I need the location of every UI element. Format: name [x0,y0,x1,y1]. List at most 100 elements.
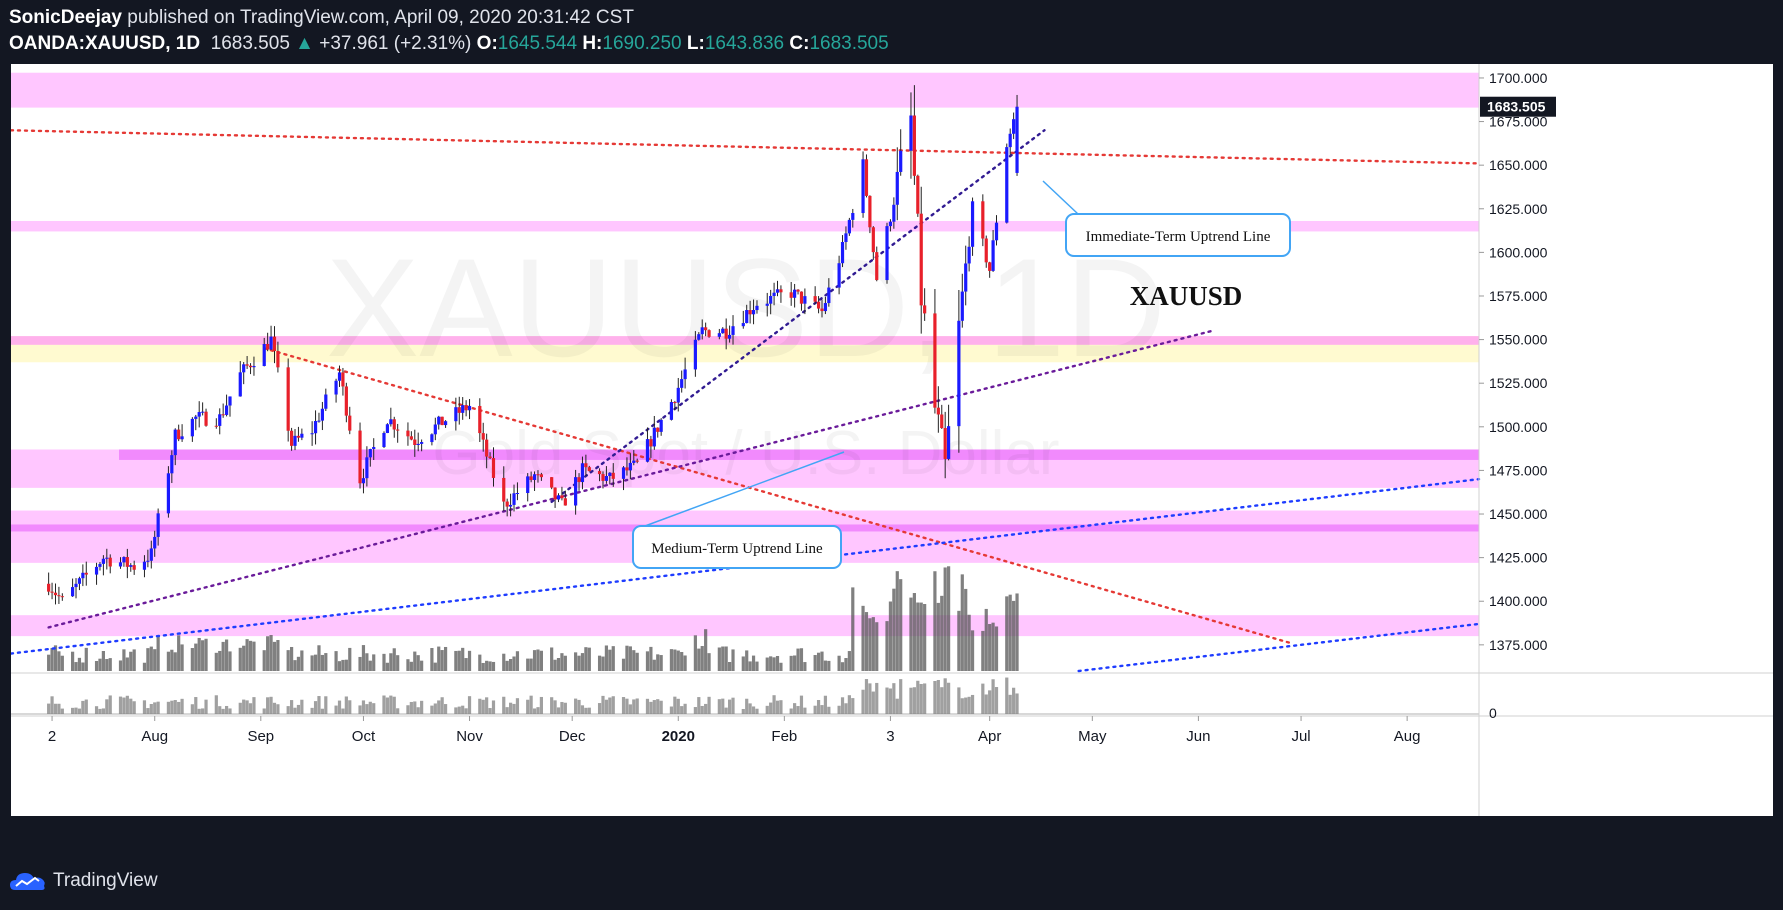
volume-bar [313,654,318,671]
volume-bar [536,649,540,671]
oscillator-bar [204,699,208,714]
volume-bar [118,660,123,671]
volume-bar [385,662,390,671]
immediate-uptrend-callout-pointer [1042,180,1079,215]
callouts: Immediate-Term Uptrend Line Medium-Term U… [632,180,1291,569]
volume-bar [751,655,756,671]
tradingview-logo[interactable]: TradingView [9,870,158,892]
open-label: O: [476,33,498,54]
oscillator-bar [779,700,783,714]
candle-body [608,472,612,477]
oscillator-bar [310,707,314,714]
candle-body [53,592,58,596]
low-value: 1643.836 [704,33,785,54]
volume-bar [443,646,448,671]
candle-body [628,462,632,471]
oscillator-bar [895,698,899,714]
oscillator-bar [574,698,578,714]
x-tick-label: May [1078,728,1107,745]
oscillator-bar [454,707,458,714]
candle-body [142,561,147,570]
candle-body [923,305,927,314]
volume-bar [837,655,841,671]
symbol-label[interactable]: OANDA:XAUUSD, 1D [9,33,201,54]
candle-body [406,430,410,437]
author-name[interactable]: SonicDeejay [9,7,122,28]
oscillator-bar [358,705,362,714]
volume-bars [47,566,1019,671]
volume-bar [840,662,845,671]
volume-bar [584,647,588,671]
oscillator-bar [84,699,88,714]
candle-body [515,493,520,495]
candle-body [242,364,246,373]
candle-body [146,560,150,562]
chart-panel[interactable]: XAUUSD, 1D Gold Spot / U.S. Dollar Immedi… [11,64,1773,816]
oscillator-bar [60,708,64,714]
x-tick-label: Feb [771,728,797,745]
oscillator-bar [796,706,800,714]
volume-bar [457,650,461,671]
volume-bar [621,658,626,671]
oscillator-bar [892,683,896,714]
candle-body [1015,106,1019,173]
candle-body [382,432,386,448]
close-label: C: [789,33,810,54]
volume-bar [628,646,632,671]
x-tick-label: Dec [559,728,586,745]
y-tick-label: 1450.000 [1489,506,1548,522]
volume-bar [868,618,872,671]
price-chart[interactable]: XAUUSD, 1D Gold Spot / U.S. Dollar Immedi… [11,64,1773,816]
candle-body [693,339,697,370]
volume-bar [101,651,105,671]
volume-bar [820,651,824,671]
candle-body [683,369,687,380]
volume-bar [532,650,537,671]
x-tick-label: Aug [141,728,168,745]
oscillator-bar [190,704,194,714]
oscillator-bar [775,700,780,714]
oscillator-bar [515,698,520,714]
trendline [47,329,1214,629]
candle-body [731,326,735,335]
medium-uptrend-callout-text: Medium-Term Uptrend Line [651,541,823,557]
volume-bar [238,647,242,671]
volume-bar [334,651,338,671]
volume-bar [1012,600,1016,671]
oscillator-bar [560,701,564,714]
candle-body [310,433,314,435]
oscillator-bar [74,707,78,714]
candle-body [286,367,290,431]
candle-body [105,557,109,559]
oscillator-bar [478,698,482,714]
candle-body [888,221,893,227]
candle-body [320,408,324,421]
candle-body [344,386,348,416]
oscillator-bar [847,695,851,714]
trendline [11,129,1481,165]
candle-body [197,412,201,417]
volume-bar [748,661,752,671]
oscillator-bar [645,698,650,714]
candle-body [467,405,472,411]
oscillator-bar [53,703,58,714]
candle-body [437,416,441,425]
volume-bar [816,652,821,671]
oscillator-bar [372,703,376,714]
trendline [11,477,1481,655]
oscillator-bar [940,687,944,714]
candle-body [844,233,848,243]
oscillator-bar [341,708,345,714]
candle-body [440,416,444,426]
candle-body [556,495,561,500]
volume-bar [392,648,396,671]
oscillator-bar [680,706,684,714]
oscillator-bar [803,707,807,714]
volume-bar [871,617,875,671]
candle-body [909,115,913,151]
volume-bar [563,655,567,671]
candle-body [300,433,304,438]
oscillator-bar [98,708,102,714]
candle-body [724,328,728,339]
last-price: 1683.505 [210,33,290,54]
